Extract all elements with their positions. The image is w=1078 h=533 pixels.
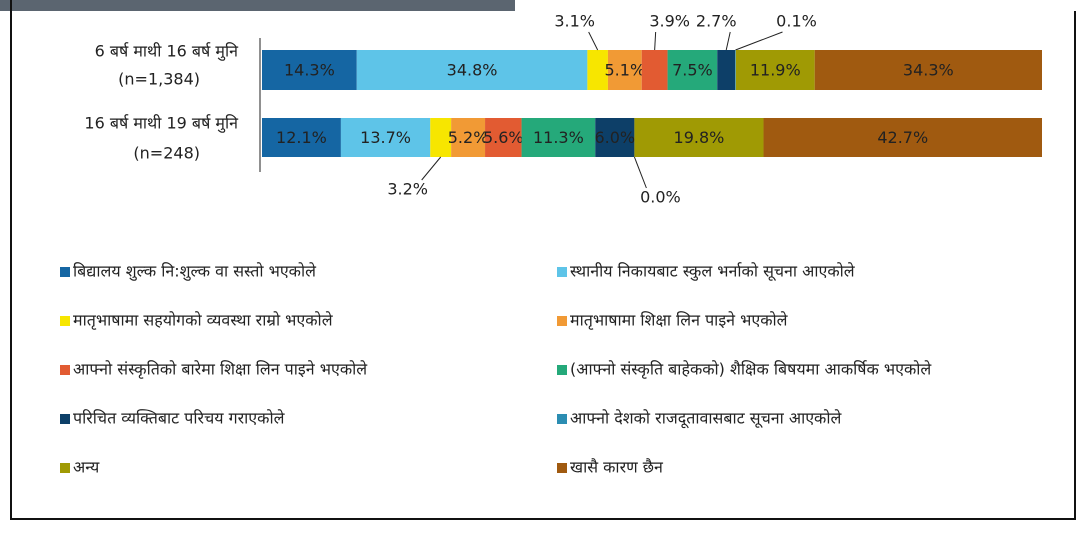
leader-line (725, 31, 731, 51)
data-label: 34.8% (447, 61, 498, 80)
data-label: 5.2% (448, 128, 489, 147)
leader-line (421, 156, 442, 181)
data-label: 0.1% (776, 12, 817, 31)
data-label: 3.1% (554, 12, 595, 31)
leader-line (588, 31, 599, 51)
bar-segment (814, 50, 1042, 90)
data-label: 3.2% (387, 180, 428, 199)
data-label: 42.7% (877, 128, 928, 147)
legend-swatch (557, 267, 567, 277)
data-label: 0.0% (640, 188, 681, 207)
category-label: 6 बर्ष माथी 16 बर्ष मुनि (95, 42, 240, 62)
data-label: 13.7% (360, 128, 411, 147)
bar-segment (735, 50, 815, 90)
data-label: 34.3% (903, 61, 954, 80)
legend-label: अन्य (73, 458, 100, 477)
bar-segment (262, 118, 341, 157)
bar-segment (340, 118, 431, 157)
legend-label: खासै कारण छैन (570, 458, 664, 477)
data-label: 12.1% (276, 128, 327, 147)
legend-swatch (60, 463, 70, 473)
bar-segment (667, 50, 718, 90)
data-label: 5.1% (605, 61, 646, 80)
bar-segment (356, 50, 588, 90)
category-note: (n=1,384) (118, 70, 200, 89)
bar-segment (262, 50, 357, 90)
data-label: 14.3% (284, 61, 335, 80)
data-label: 6.0% (594, 128, 635, 147)
bar-segment (451, 118, 486, 157)
data-label: 2.7% (696, 12, 737, 31)
bar-segment (634, 118, 764, 157)
data-label: 5.6% (483, 128, 524, 147)
legend-swatch (557, 365, 567, 375)
data-label: 11.9% (750, 61, 801, 80)
legend-label: (आफ्नो संस्कृति बाहेकको) शैक्षिक बिषयमा … (570, 360, 932, 380)
legend-swatch (60, 316, 70, 326)
legend-label: स्थानीय निकायबाट स्कुल भर्नाको सूचना आएक… (570, 262, 856, 282)
data-label: 19.8% (674, 128, 725, 147)
legend-swatch (60, 414, 70, 424)
bar-segment (607, 50, 642, 90)
data-label: 3.9% (649, 12, 690, 31)
legend-label: परिचित व्यक्तिबाट परिचय गराएकोले (73, 409, 286, 428)
bar-segment (430, 118, 452, 157)
data-label: 11.3% (533, 128, 584, 147)
bar-segment (763, 118, 1042, 157)
bar-segment (521, 118, 596, 157)
leader-line (654, 31, 657, 51)
frame (10, 0, 1076, 520)
bar-segment (717, 50, 736, 90)
legend-swatch (60, 267, 70, 277)
legend-label: आफ्नो देशको राजदूतावासबाट सूचना आएकोले (570, 409, 842, 429)
data-label: 7.5% (672, 61, 713, 80)
bar-segment (587, 50, 608, 90)
header-bar (0, 0, 515, 11)
leader-line (735, 31, 783, 51)
legend-swatch (60, 365, 70, 375)
bar-segment (595, 118, 635, 157)
legend-swatch (557, 414, 567, 424)
bar-segment (485, 118, 522, 157)
bar-segment (641, 50, 668, 90)
legend-label: मातृभाषामा शिक्षा लिन पाइने भएकोले (570, 311, 789, 331)
legend-label: आफ्नो संस्कृतिको बारेमा शिक्षा लिन पाइने… (73, 360, 368, 380)
legend-swatch (557, 316, 567, 326)
legend-swatch (557, 463, 567, 473)
bar-segment (735, 50, 736, 90)
legend-label: मातृभाषामा सहयोगको व्यवस्था राम्रो भएकोल… (73, 311, 334, 331)
leader-line (633, 156, 647, 189)
category-label: 16 बर्ष माथी 19 बर्ष मुनि (84, 114, 239, 134)
legend-label: बिद्यालय शुल्क नि:शुल्क वा सस्तो भएकोले (73, 262, 317, 282)
category-note: (n=248) (133, 144, 200, 163)
